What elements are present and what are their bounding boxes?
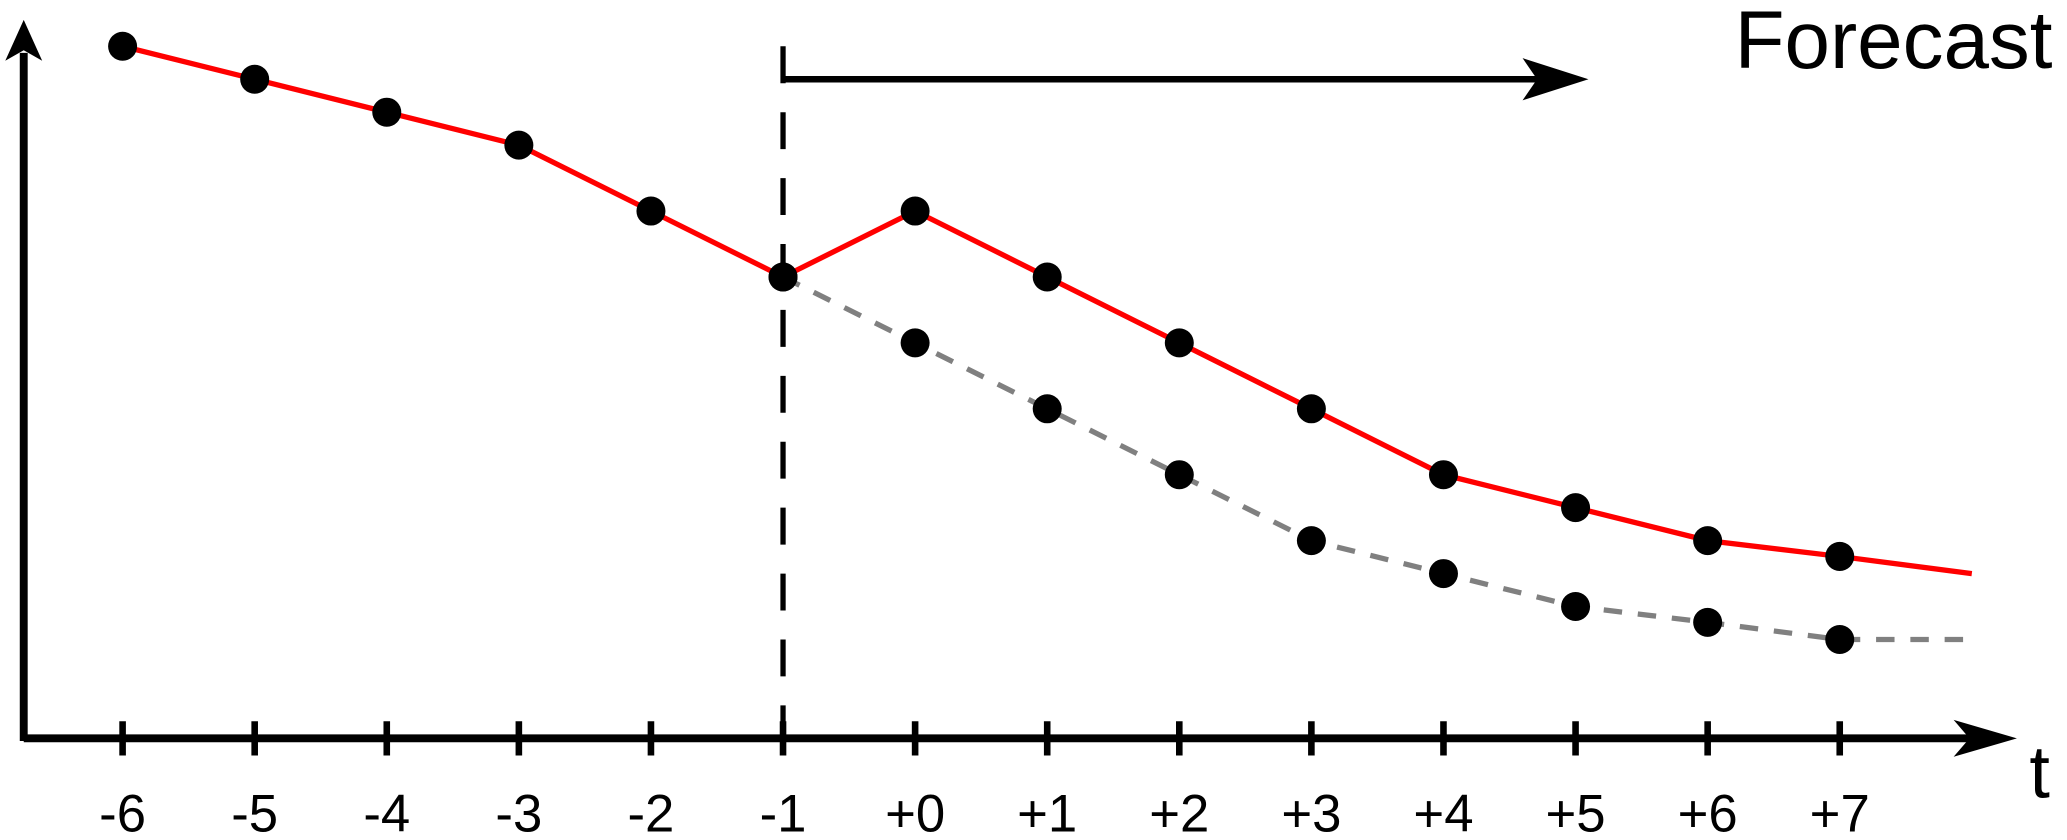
data-point [636,196,666,226]
data-point [1825,624,1855,654]
data-point [900,328,930,358]
data-point [1693,607,1723,637]
x-tick-label: +7 [1810,784,1870,840]
data-point [1428,559,1458,589]
data-point [1296,526,1326,556]
x-tick-label: -4 [363,784,410,840]
data-point [768,262,798,292]
x-tick-label: +1 [1017,784,1077,840]
data-point [1032,394,1062,424]
data-point [900,196,930,226]
forecast-label: Forecast [1735,0,2053,86]
y-axis-arrowhead [5,19,43,61]
x-tick-label: -6 [99,784,146,840]
x-tick-label: +6 [1678,784,1738,840]
x-tick-label: +2 [1149,784,1209,840]
data-point [1561,493,1591,523]
x-tick-label: -2 [628,784,675,840]
data-point [1693,526,1723,556]
x-tick-label: +5 [1546,784,1606,840]
data-point [1164,328,1194,358]
data-point [504,130,534,160]
x-axis-arrowhead [1953,719,2017,757]
forecast-arrowhead [1522,58,1589,101]
x-tick-label: +0 [885,784,945,840]
x-tick-label: +3 [1281,784,1341,840]
data-point [1561,592,1591,622]
data-point [1825,541,1855,571]
data-point [1296,394,1326,424]
x-tick-label: -3 [495,784,542,840]
x-axis-label: t [2029,730,2050,813]
data-point [372,97,402,127]
data-point [108,31,138,61]
x-tick-label: -5 [231,784,278,840]
data-point [1164,460,1194,490]
x-tick-label: +4 [1413,784,1473,840]
data-point [240,64,270,94]
data-point [1032,262,1062,292]
series-line [781,274,1972,643]
data-point [1428,460,1458,490]
series-line [121,43,1973,577]
x-tick-label: -1 [760,784,807,840]
